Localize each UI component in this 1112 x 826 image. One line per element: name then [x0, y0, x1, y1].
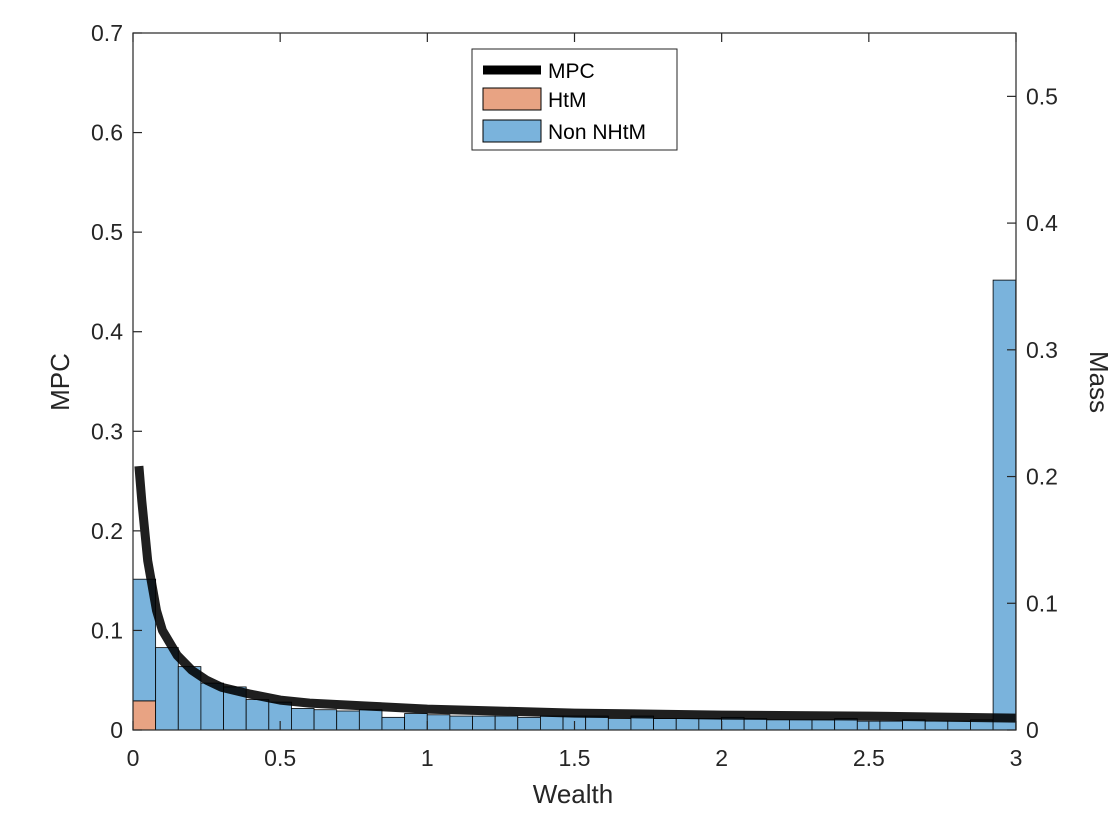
bar-non-htm — [449, 715, 473, 731]
legend: MPC HtM Non NHtM — [471, 48, 678, 151]
legend-htm-swatch — [482, 87, 542, 111]
bar-non-htm — [607, 718, 632, 731]
x-tick-label: 0 — [127, 745, 140, 771]
legend-non-htm-label: Non NHtM — [548, 121, 646, 144]
y-left-tick-label: 0.3 — [91, 418, 123, 444]
bar-htm — [132, 700, 157, 731]
y-left-tick-label: 0.1 — [91, 617, 123, 643]
x-tick-label: 0.5 — [264, 745, 296, 771]
x-tick-label: 1.5 — [559, 745, 591, 771]
bar-non-htm — [155, 647, 179, 731]
bar-non-htm — [426, 714, 451, 731]
bar-non-htm — [358, 709, 383, 731]
y-right-tick-label: 0.4 — [1026, 210, 1058, 236]
bar-non-htm — [540, 715, 564, 731]
bar-non-htm — [472, 715, 496, 731]
bar-non-htm — [313, 709, 338, 731]
y-right-tick-label: 0.2 — [1026, 464, 1058, 490]
x-tick-label: 3 — [1010, 745, 1023, 771]
bar-non-htm — [585, 715, 609, 731]
y-right-tick-label: 0.5 — [1026, 83, 1058, 109]
bar-non-htm — [404, 713, 428, 731]
x-tick-label: 2.5 — [853, 745, 885, 771]
y-left-tick-label: 0.5 — [91, 219, 123, 245]
bar-non-htm — [517, 716, 541, 731]
mpc-line — [134, 465, 1017, 723]
bar-non-htm — [902, 719, 926, 731]
bar-non-htm — [743, 718, 768, 731]
bar-non-htm — [291, 708, 315, 731]
bar-non-htm — [811, 719, 836, 731]
y-axis-left-label: MPC — [45, 353, 75, 411]
axes — [132, 32, 1017, 731]
bar-non-htm — [653, 718, 677, 731]
x-tick-label: 2 — [715, 745, 728, 771]
legend-htm-label: HtM — [548, 89, 587, 112]
x-axis-label: Wealth — [533, 779, 613, 809]
y-right-tick-label: 0.3 — [1026, 337, 1058, 363]
bar-non-htm — [992, 279, 1017, 731]
legend-mpc-label: MPC — [548, 60, 595, 83]
bar-non-htm — [336, 710, 360, 731]
bar-non-htm — [924, 720, 949, 731]
mpc-curve-layer — [134, 465, 1017, 723]
bar-non-htm — [947, 720, 971, 731]
mass-histogram — [132, 279, 1017, 731]
y-right-tick-label: 0 — [1026, 717, 1039, 743]
bar-non-htm — [245, 699, 270, 731]
bar-non-htm — [788, 719, 813, 731]
y-left-tick-label: 0.7 — [91, 20, 123, 46]
bar-non-htm — [494, 715, 519, 731]
legend-non-htm-swatch — [482, 119, 542, 143]
bar-non-htm — [766, 719, 790, 731]
tick-labels: 0 0.5 1 1.5 2 2.5 300.10.20.30.40.50.60.700.10… — [91, 20, 1058, 771]
y-axis-right-label: Mass — [1084, 351, 1112, 413]
y-left-tick-label: 0.6 — [91, 120, 123, 146]
y-left-tick-label: 0.2 — [91, 518, 123, 544]
bar-non-htm — [879, 720, 903, 731]
y-left-tick-label: 0.4 — [91, 319, 123, 345]
bar-non-htm — [698, 718, 722, 731]
bar-non-htm — [675, 718, 700, 731]
y-left-tick-label: 0 — [110, 717, 123, 743]
x-tick-label: 1 — [421, 745, 434, 771]
bar-non-htm — [381, 716, 406, 731]
y-right-tick-label: 0.1 — [1026, 590, 1058, 616]
